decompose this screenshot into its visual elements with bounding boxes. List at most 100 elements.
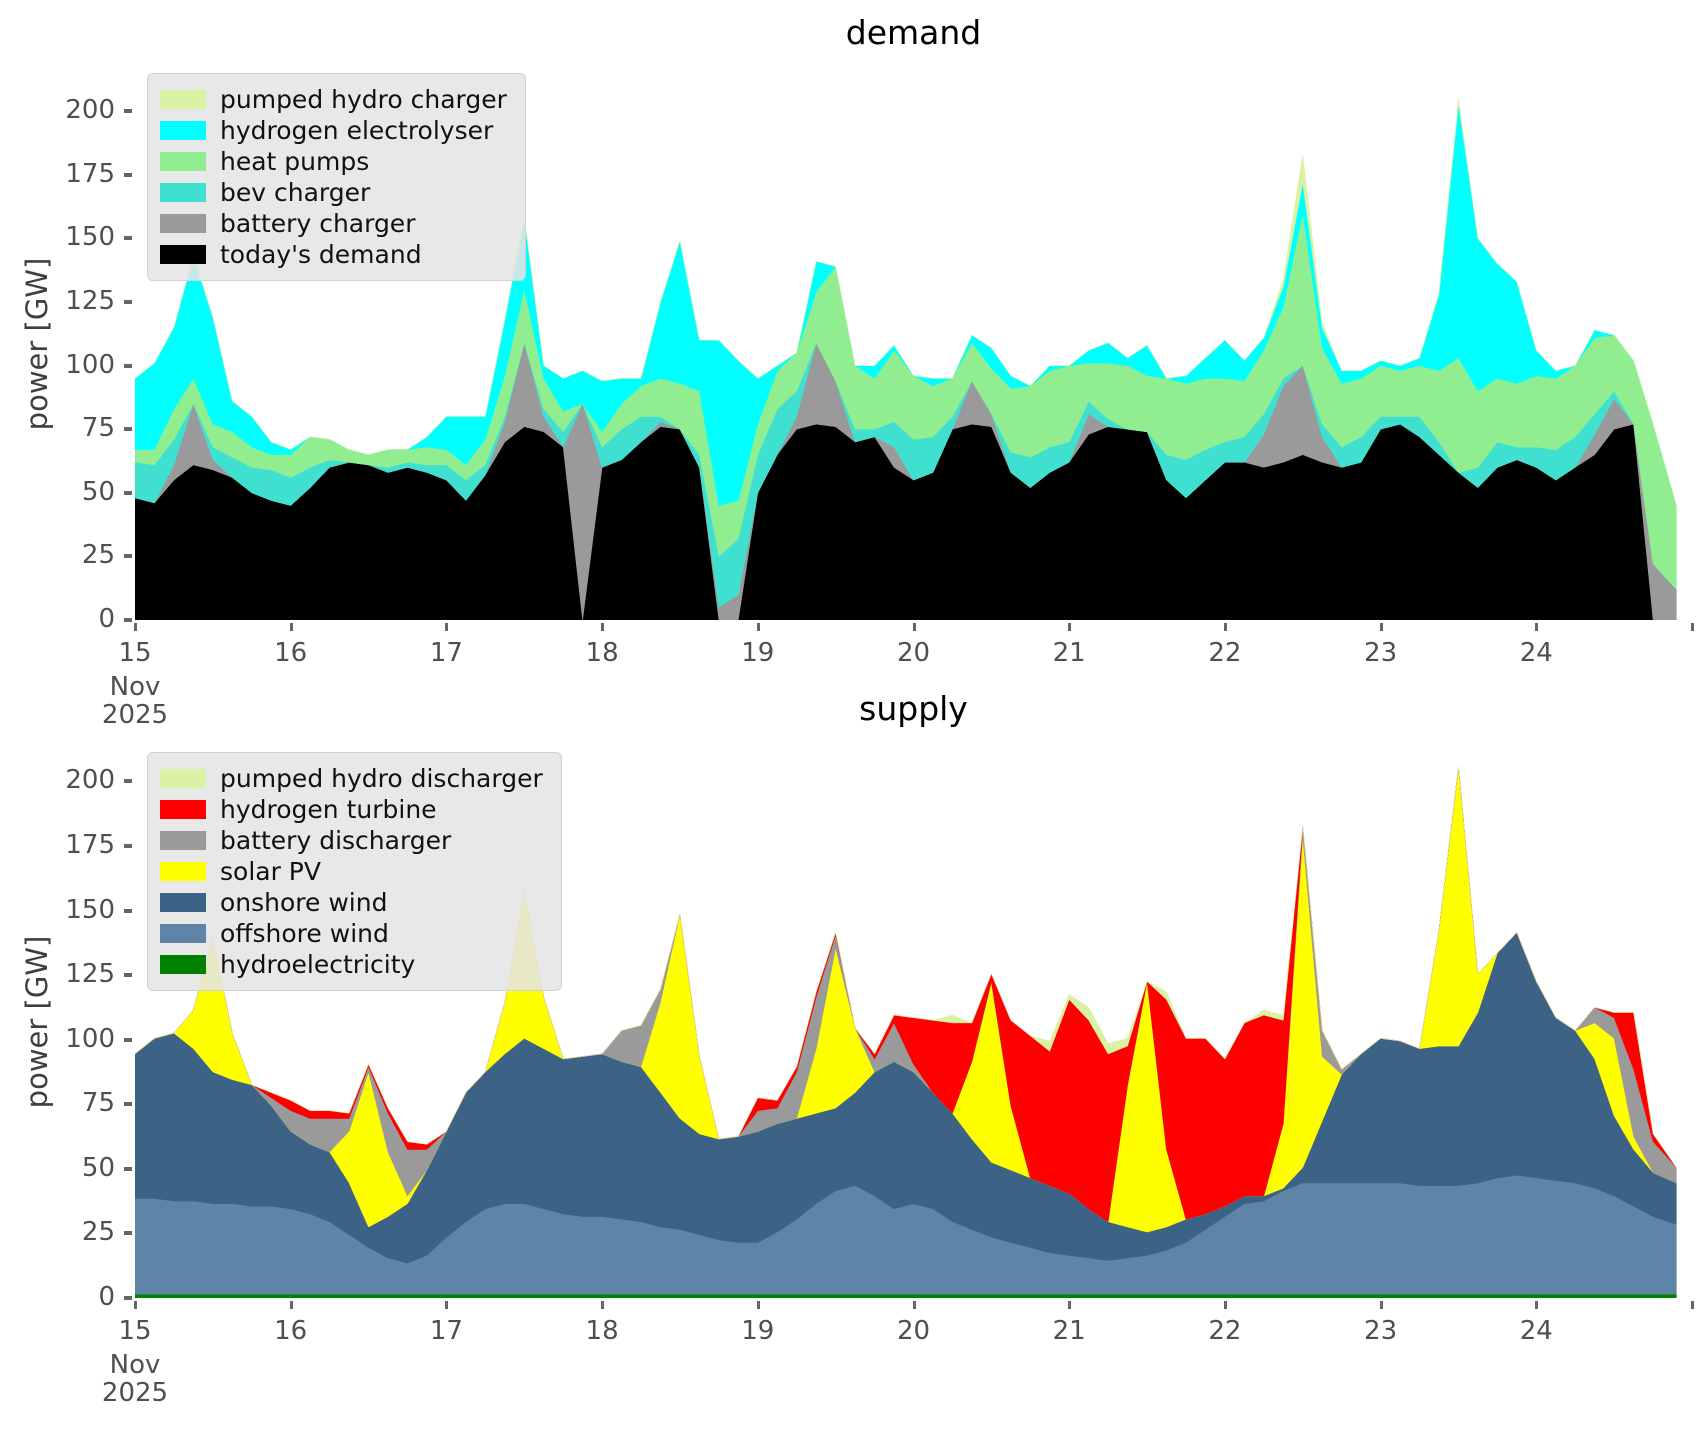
x-tick-mark xyxy=(1068,1301,1072,1309)
chart-title-supply: supply xyxy=(859,689,968,728)
x-tick-label: 17 xyxy=(429,1316,463,1346)
x-tick-label: 21 xyxy=(1052,638,1086,668)
y-tick-label: 200 xyxy=(65,765,115,796)
legend-label: hydroelectricity xyxy=(220,950,416,979)
legend-swatch-icon xyxy=(160,152,206,171)
y-tick-label: 50 xyxy=(81,1152,115,1183)
x-tick-label: 20 xyxy=(896,1316,931,1346)
x-tick-mark xyxy=(289,1301,293,1309)
y-tick-label: 175 xyxy=(65,829,115,860)
x-tick-label: 22 xyxy=(1208,638,1242,668)
demand-legend: pumped hydro charger hydrogen electrolyse… xyxy=(147,73,526,281)
x-axis-date-note: 2025 xyxy=(101,1378,169,1408)
y-tick-label: 100 xyxy=(65,349,115,380)
legend-label: today's demand xyxy=(220,240,422,269)
supply-plot-area xyxy=(135,767,1677,1298)
y-tick-label: 75 xyxy=(81,1088,115,1119)
y-tick-mark xyxy=(124,843,132,848)
x-tick-label: 22 xyxy=(1208,1316,1242,1346)
x-tick-mark xyxy=(1535,623,1539,631)
x-tick-label: 16 xyxy=(274,638,308,668)
legend-label: pumped hydro charger xyxy=(220,85,507,114)
x-tick-label: 20 xyxy=(896,638,931,668)
legend-item: hydrogen turbine xyxy=(160,794,543,825)
legend-item: today's demand xyxy=(160,239,507,270)
x-axis-date-note: 2025 xyxy=(101,700,169,730)
legend-item: battery charger xyxy=(160,208,507,239)
y-tick-mark xyxy=(124,618,132,622)
y-tick-mark xyxy=(124,427,132,432)
y-tick-label: 0 xyxy=(98,1282,115,1312)
legend-label: battery charger xyxy=(220,209,416,238)
legend-swatch-icon xyxy=(160,831,206,850)
x-tick-label: 18 xyxy=(585,638,619,668)
x-tick-mark xyxy=(1691,1301,1694,1309)
y-tick-label: 75 xyxy=(81,413,115,444)
y-tick-mark xyxy=(124,554,132,559)
x-tick-mark xyxy=(445,1301,449,1309)
x-tick-mark xyxy=(1223,623,1227,631)
x-tick-label: 23 xyxy=(1364,1316,1398,1346)
x-tick-label: 19 xyxy=(741,1316,775,1346)
y-tick-mark xyxy=(124,300,132,305)
x-tick-mark xyxy=(289,623,293,631)
y-tick-label: 25 xyxy=(81,1217,115,1248)
y-tick-label: 0 xyxy=(98,604,115,634)
y-tick-mark xyxy=(124,1231,132,1236)
x-tick-label: 23 xyxy=(1364,638,1398,668)
legend-swatch-icon xyxy=(160,214,206,233)
x-tick-label: 15 xyxy=(118,1316,152,1346)
legend-swatch-icon xyxy=(160,893,206,912)
x-tick-mark xyxy=(601,623,605,631)
y-tick-mark xyxy=(124,109,132,114)
area-pumped-hydro-charger xyxy=(135,98,1677,506)
legend-item: heat pumps xyxy=(160,146,507,177)
y-tick-label: 200 xyxy=(65,95,115,126)
legend-swatch-icon xyxy=(160,800,206,819)
legend-label: solar PV xyxy=(220,857,321,886)
y-tick-mark xyxy=(124,172,132,177)
y-tick-mark xyxy=(124,779,132,784)
y-tick-label: 125 xyxy=(65,286,115,317)
x-tick-mark xyxy=(912,623,916,631)
legend-item: hydroelectricity xyxy=(160,949,543,980)
y-tick-label: 150 xyxy=(65,222,115,253)
x-tick-mark xyxy=(134,623,137,631)
x-tick-mark xyxy=(1691,623,1694,631)
legend-item: pumped hydro charger xyxy=(160,84,507,115)
legend-swatch-icon xyxy=(160,769,206,788)
y-tick-label: 175 xyxy=(65,158,115,189)
legend-label: heat pumps xyxy=(220,147,370,176)
x-tick-mark xyxy=(1535,1301,1539,1309)
y-tick-label: 125 xyxy=(65,959,115,990)
y-tick-label: 150 xyxy=(65,894,115,925)
legend-label: onshore wind xyxy=(220,888,388,917)
y-tick-mark xyxy=(124,1037,132,1042)
x-tick-label: 17 xyxy=(429,638,463,668)
demand-plot-area xyxy=(135,98,1677,620)
legend-label: offshore wind xyxy=(220,919,389,948)
area-pumped-hydro-discharger xyxy=(135,767,1677,1168)
legend-item: pumped hydro discharger xyxy=(160,763,543,794)
x-axis-date-note: Nov xyxy=(109,1350,161,1380)
legend-swatch-icon xyxy=(160,121,206,140)
legend-item: solar PV xyxy=(160,856,543,887)
y-tick-mark xyxy=(124,1166,132,1171)
legend-label: bev charger xyxy=(220,178,371,207)
x-tick-label: 21 xyxy=(1052,1316,1086,1346)
chart-title-demand: demand xyxy=(845,13,982,52)
legend-item: offshore wind xyxy=(160,918,543,949)
y-tick-mark xyxy=(124,363,132,368)
legend-swatch-icon xyxy=(160,183,206,202)
area-hydroelectricity xyxy=(135,1293,1677,1298)
legend-swatch-icon xyxy=(160,245,206,264)
x-tick-label: 15 xyxy=(118,638,152,668)
x-axis-date-note: Nov xyxy=(109,672,161,702)
legend-label: hydrogen turbine xyxy=(220,795,437,824)
legend-item: battery discharger xyxy=(160,825,543,856)
x-tick-mark xyxy=(1068,623,1072,631)
x-tick-mark xyxy=(756,623,760,631)
x-tick-mark xyxy=(912,1301,916,1309)
legend-label: battery discharger xyxy=(220,826,452,855)
